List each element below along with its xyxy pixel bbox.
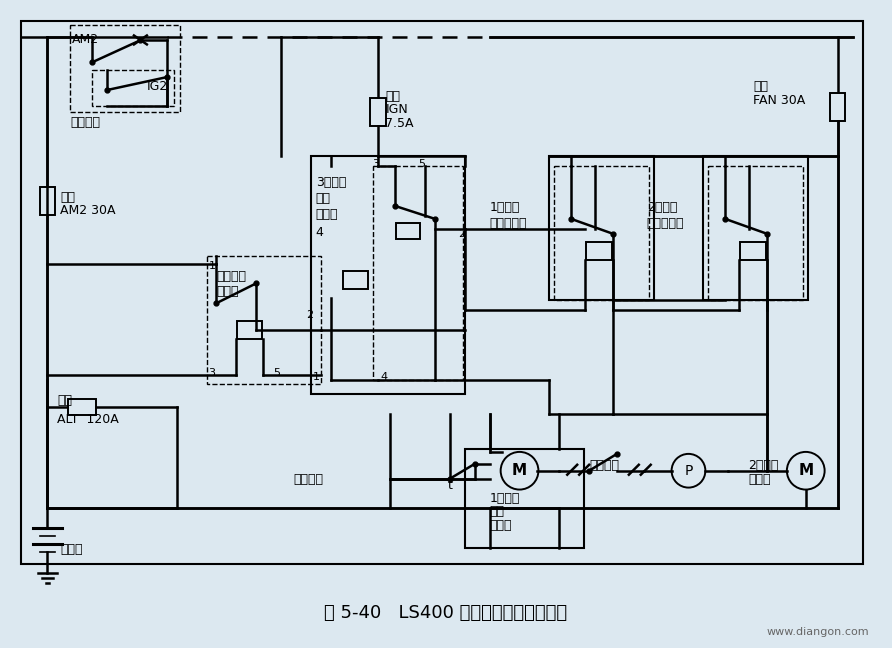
Bar <box>236 321 261 339</box>
Text: 继电器: 继电器 <box>316 208 338 221</box>
Text: 高压开关: 高压开关 <box>589 459 619 472</box>
Text: t: t <box>448 479 452 492</box>
Text: 1: 1 <box>313 371 320 382</box>
Text: 3: 3 <box>373 159 379 169</box>
Text: 3号冷却: 3号冷却 <box>316 176 346 189</box>
Bar <box>310 156 465 395</box>
Text: 熔丝: 熔丝 <box>385 90 401 103</box>
Bar <box>396 223 420 238</box>
Bar <box>21 21 863 564</box>
Text: 4: 4 <box>380 371 387 382</box>
Text: 2: 2 <box>458 229 465 239</box>
Text: ALT  120A: ALT 120A <box>57 413 120 426</box>
Bar <box>830 93 846 121</box>
Text: 继电器: 继电器 <box>217 285 239 298</box>
Bar <box>586 242 612 260</box>
Bar <box>343 272 368 289</box>
Text: 5: 5 <box>273 367 280 378</box>
Text: 电动机: 电动机 <box>490 519 512 532</box>
Bar <box>554 167 648 300</box>
Text: www.diangon.com: www.diangon.com <box>766 627 869 638</box>
Text: FAN 30A: FAN 30A <box>753 94 805 107</box>
Text: 电动机: 电动机 <box>748 472 771 486</box>
Bar <box>69 399 96 415</box>
Text: AM2 30A: AM2 30A <box>61 204 116 217</box>
Bar <box>465 449 584 548</box>
Text: 5: 5 <box>418 159 425 169</box>
Text: 4: 4 <box>316 226 324 239</box>
Text: 2号冷却: 2号冷却 <box>647 201 677 214</box>
Text: AM2: AM2 <box>72 32 100 45</box>
Text: 1号冷却: 1号冷却 <box>490 201 520 214</box>
Text: 熔丝: 熔丝 <box>61 191 76 204</box>
Bar <box>549 156 654 300</box>
Text: 风扇: 风扇 <box>490 505 505 518</box>
Bar <box>39 187 55 215</box>
Text: 风扇: 风扇 <box>316 192 331 205</box>
Bar <box>207 255 321 384</box>
Text: 1号冷却: 1号冷却 <box>490 492 520 505</box>
Text: 熔丝: 熔丝 <box>753 80 768 93</box>
Text: 点火开关: 点火开关 <box>70 116 101 129</box>
Text: IG2: IG2 <box>147 80 168 93</box>
Bar <box>92 70 174 106</box>
Text: 7.5A: 7.5A <box>385 117 414 130</box>
Bar <box>374 167 463 380</box>
Text: 风扇继电器: 风扇继电器 <box>490 217 527 230</box>
Text: M: M <box>798 463 814 478</box>
Bar <box>708 167 803 300</box>
Text: IGN: IGN <box>385 103 409 116</box>
Text: 熔丝: 熔丝 <box>57 395 72 408</box>
Text: 发动机主: 发动机主 <box>217 270 246 283</box>
Bar <box>70 25 179 112</box>
Text: 1: 1 <box>209 260 216 271</box>
Text: 图 5-40   LS400 电动冷却风扇控制系统: 图 5-40 LS400 电动冷却风扇控制系统 <box>325 603 567 621</box>
Text: 2号风扇: 2号风扇 <box>748 459 779 472</box>
Bar <box>704 156 808 300</box>
Text: 蓄电池: 蓄电池 <box>61 543 83 556</box>
Text: P: P <box>684 464 693 478</box>
Text: 风扇继电器: 风扇继电器 <box>647 217 684 230</box>
Bar <box>370 98 386 126</box>
Text: 3: 3 <box>209 367 216 378</box>
Bar <box>740 242 766 260</box>
Text: M: M <box>512 463 527 478</box>
Text: 2: 2 <box>306 310 313 320</box>
Text: 水温开关: 水温开关 <box>293 472 323 486</box>
